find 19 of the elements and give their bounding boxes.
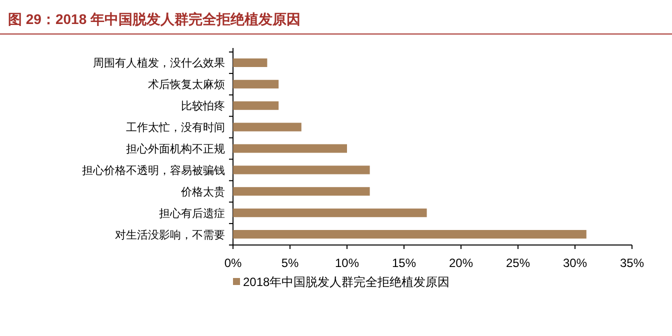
x-tick-label: 30%: [562, 256, 588, 270]
y-tick-label: 担心外面机构不正规: [126, 142, 225, 156]
y-tick-label: 担心价格不透明，容易被骗钱: [82, 164, 225, 177]
x-tick-label: 35%: [620, 256, 644, 270]
y-tick-label: 工作太忙，没有时间: [126, 121, 225, 134]
x-tick-label: 5%: [281, 256, 299, 270]
x-tick-label: 25%: [506, 256, 530, 270]
y-tick-label: 周围有人植发，没什么效果: [93, 56, 225, 70]
x-tick-label: 15%: [392, 256, 416, 270]
y-tick-label: 价格太贵: [180, 185, 225, 198]
y-tick-label: 比较怕疼: [181, 100, 225, 113]
y-tick-label: 对生活没影响，不需要: [115, 228, 225, 242]
x-tick-label: 20%: [448, 256, 474, 270]
title: 图 29：2018 年中国脱发人群完全拒绝植发原因: [8, 11, 300, 27]
x-tick-label: 0%: [224, 256, 242, 270]
y-tick-label: 术后恢复太麻烦: [148, 78, 225, 92]
x-tick-label: 10%: [334, 256, 360, 270]
legend-label: 2018年中国脱发人群完全拒绝植发原因: [243, 275, 450, 289]
y-tick-label: 担心有后遗症: [159, 206, 225, 220]
